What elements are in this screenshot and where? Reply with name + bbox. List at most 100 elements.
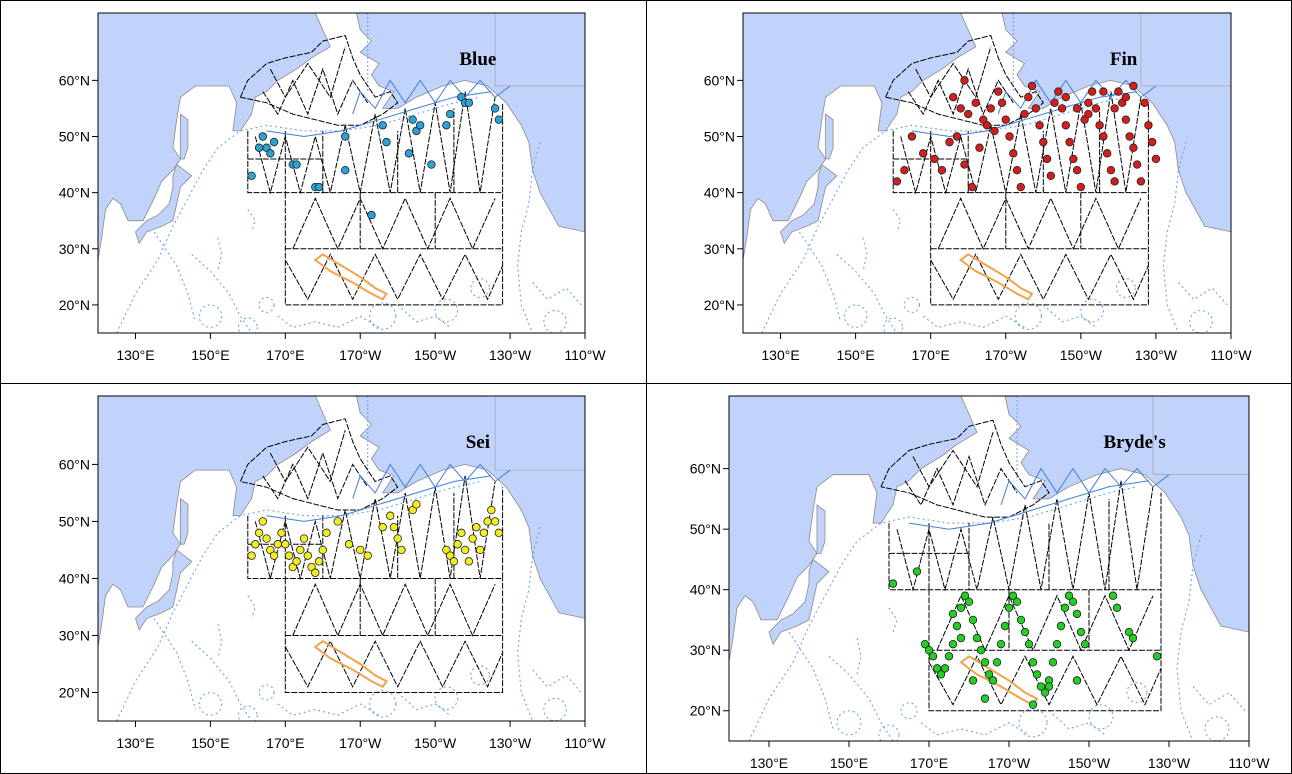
sighting-marker <box>892 177 902 186</box>
sighting-marker <box>1121 115 1131 124</box>
sighting-marker <box>960 591 970 600</box>
lon-tick-label: 170°W <box>339 735 382 751</box>
survey-trackline-blue <box>911 91 1138 138</box>
sighting-marker <box>490 104 500 113</box>
map-frame <box>728 395 1250 742</box>
sighting-marker <box>494 528 504 538</box>
sighting-marker <box>254 528 264 538</box>
sighting-marker <box>494 115 504 124</box>
sighting-marker <box>1110 104 1119 113</box>
sighting-marker <box>1009 149 1018 158</box>
sighting-marker <box>487 505 496 515</box>
seamount-contour <box>369 302 397 330</box>
sighting-marker <box>1024 639 1034 649</box>
sighting-marker <box>960 160 969 169</box>
sighting-marker <box>1080 639 1090 649</box>
contour-line <box>277 703 380 716</box>
lon-tick-label: 130°W <box>489 735 532 751</box>
contour-line <box>788 631 834 730</box>
sighting-marker <box>976 646 986 655</box>
sighting-marker <box>1065 137 1074 147</box>
seamount-contour <box>1115 278 1136 299</box>
lat-tick-label: 50°N <box>690 521 721 537</box>
sighting-marker <box>464 98 474 108</box>
sighting-marker <box>254 143 264 152</box>
panel-fin: 20°N 30°N 40°N 50°N 60°N 130°E 150°E 170°E 170°W… <box>646 0 1292 384</box>
sighting-marker <box>1032 670 1042 679</box>
sighting-marker <box>258 517 268 526</box>
lon-tick-label: 110°W <box>1228 755 1270 771</box>
sighting-marker <box>442 121 451 130</box>
lon-tick-label: 150°W <box>1068 755 1111 771</box>
sighting-marker <box>1129 81 1138 91</box>
seamount-contour <box>258 296 275 313</box>
sighting-marker <box>1061 93 1071 102</box>
sighting-marker <box>1064 591 1074 600</box>
lon-tick-label: 130°E <box>116 735 154 751</box>
lat-tick-label: 20°N <box>704 297 735 313</box>
sighting-marker <box>1000 621 1010 631</box>
sighting-marker <box>997 98 1007 108</box>
seamount-contour <box>369 690 397 718</box>
sighting-marker <box>1031 104 1040 113</box>
sighting-marker <box>1035 121 1044 130</box>
seamount-contour <box>903 296 920 313</box>
survey-trackline <box>262 67 369 116</box>
sighting-marker <box>307 562 316 572</box>
lat-tick-label: 40°N <box>59 570 90 586</box>
sighting-marker <box>303 551 312 560</box>
sighting-marker <box>975 143 984 152</box>
sighting-marker <box>1068 597 1078 606</box>
sighting-marker <box>483 517 492 526</box>
sighting-marker <box>284 551 294 560</box>
contour-line <box>517 141 541 333</box>
sighting-marker <box>356 545 365 555</box>
sighting-marker <box>1076 182 1086 192</box>
lon-tick-label: 150°E <box>191 735 229 751</box>
map-svg: 20°N 30°N 40°N 50°N 60°N 130°E 150°E 170°E 170°W… <box>690 395 1270 771</box>
sighting-marker <box>980 694 990 703</box>
sighting-marker <box>1061 121 1071 130</box>
sighting-marker <box>986 104 995 113</box>
alaska-canada-land <box>1004 396 1249 633</box>
survey-trackline <box>907 67 1014 116</box>
panel-brydes: 20°N 30°N 40°N 50°N 60°N 130°E 150°E 170°E 170°W… <box>646 383 1292 774</box>
survey-trackline <box>262 451 369 501</box>
sighting-marker <box>1128 633 1138 643</box>
sighting-marker <box>453 540 462 549</box>
asia-land <box>98 396 331 721</box>
lon-tick-label: 130°E <box>750 755 788 771</box>
sighting-marker <box>1144 121 1153 130</box>
sighting-marker <box>956 603 966 613</box>
lon-tick-label: 150°W <box>414 735 457 751</box>
survey-trackline <box>915 46 992 99</box>
survey-trackline <box>284 640 504 688</box>
sighting-marker <box>457 528 466 538</box>
contour-line <box>836 253 898 333</box>
contour-line <box>1042 304 1097 328</box>
survey-trackline <box>269 46 346 99</box>
survey-trackline <box>239 418 399 511</box>
contour-line <box>191 253 253 333</box>
survey-trackline-blue <box>997 79 1157 115</box>
sighting-marker <box>949 93 958 102</box>
sighting-marker <box>984 670 994 679</box>
sighting-marker <box>1108 591 1118 600</box>
sighting-marker <box>397 545 406 555</box>
japan-land <box>135 163 193 245</box>
sighting-marker <box>945 137 954 147</box>
contour-line <box>1176 535 1202 741</box>
survey-trackline <box>239 34 399 126</box>
sighting-marker <box>344 540 354 549</box>
contour-line <box>920 722 1030 736</box>
seamount-contour <box>434 298 459 323</box>
sighting-marker <box>378 121 387 130</box>
sighting-marker <box>1140 98 1149 108</box>
sighting-marker <box>988 676 998 685</box>
sighting-marker <box>1152 652 1162 661</box>
survey-trackline <box>284 253 504 301</box>
sighting-marker <box>442 545 451 555</box>
lon-tick-label: 130°W <box>489 347 532 363</box>
contour-line <box>1177 282 1228 306</box>
sighting-marker <box>412 500 421 509</box>
